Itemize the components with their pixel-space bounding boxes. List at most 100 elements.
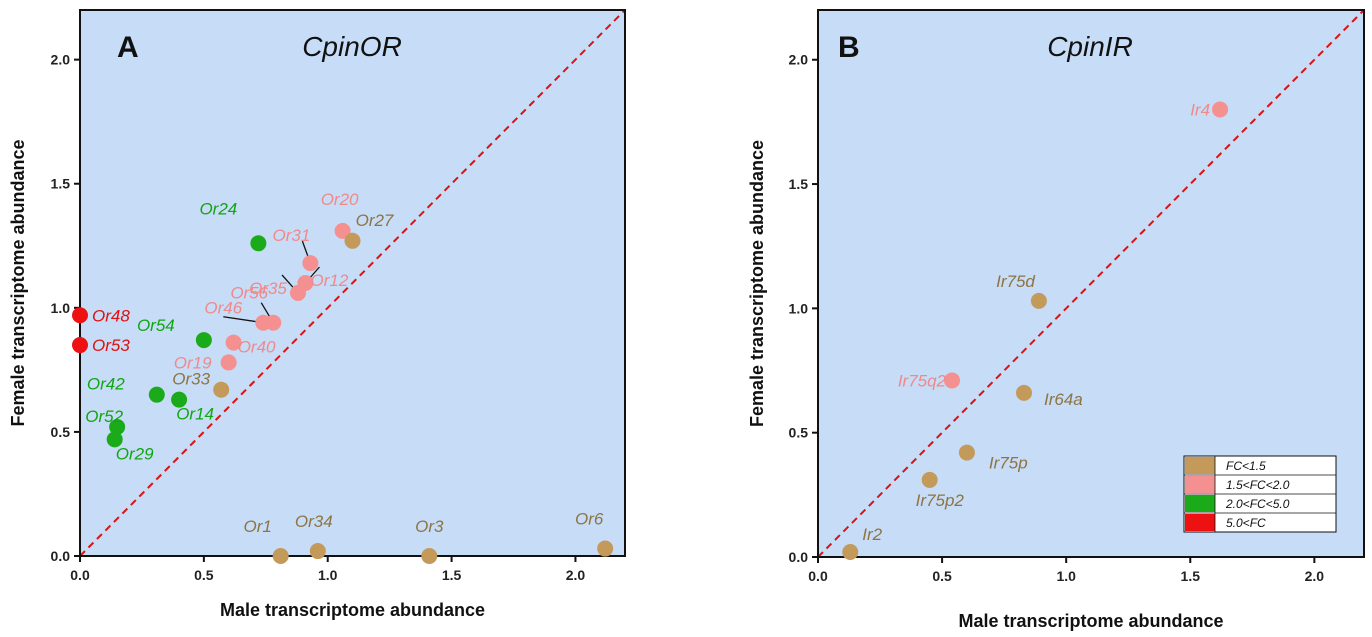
point-label: Or46 [204, 299, 242, 318]
y-tick-label: 0.0 [789, 549, 809, 565]
point-label: Or1 [243, 517, 271, 536]
diagonal-line [817, 9, 1365, 558]
data-point [148, 386, 165, 403]
data-point [1212, 101, 1229, 118]
x-axis-title: Male transcriptome abundance [958, 611, 1223, 631]
y-tick-label: 0.5 [789, 425, 809, 441]
legend-swatch [1185, 514, 1215, 531]
panel-letter: B [838, 31, 860, 64]
point-label: Or14 [176, 405, 214, 424]
point-label: Or40 [238, 338, 276, 357]
data-point [290, 284, 306, 301]
data-point [1030, 292, 1047, 309]
data-point [213, 381, 230, 398]
y-tick-label: 1.5 [789, 176, 809, 192]
data-point [344, 232, 361, 249]
legend-label: 2.0<FC<5.0 [1225, 497, 1290, 511]
data-point [272, 548, 289, 564]
data-point [944, 372, 961, 389]
legend-label: 1.5<FC<2.0 [1226, 478, 1290, 492]
x-tick-label: 1.5 [1181, 568, 1201, 584]
panel-letter: A [117, 31, 139, 64]
legend-swatch [1185, 457, 1215, 474]
point-label: Or27 [356, 211, 394, 230]
point-label: Or29 [116, 444, 154, 463]
point-label: Or24 [199, 199, 237, 218]
y-tick-label: 1.0 [51, 300, 71, 316]
x-tick-label: 0.0 [808, 568, 828, 584]
x-tick-label: 1.5 [442, 567, 462, 583]
plot-frame [79, 9, 626, 557]
data-point [309, 543, 326, 560]
point-label: Or19 [174, 353, 212, 372]
point-label: Or42 [87, 375, 125, 394]
point-label: Or53 [92, 336, 130, 355]
point-label: Ir2 [862, 525, 882, 544]
x-tick-label: 2.0 [1305, 568, 1325, 584]
y-tick-label: 0.0 [51, 548, 71, 564]
x-tick-label: 0.5 [932, 568, 952, 584]
data-point [171, 391, 188, 408]
data-point [302, 255, 319, 272]
data-point [255, 314, 272, 331]
legend-swatch [1185, 495, 1215, 512]
legend-swatch [1185, 476, 1215, 493]
data-point [106, 431, 123, 448]
point-label: Or12 [311, 271, 349, 290]
point-label: Or54 [137, 316, 175, 335]
y-tick-label: 2.0 [789, 52, 809, 68]
data-point [1015, 384, 1032, 401]
point-label: Ir75p [989, 454, 1028, 473]
data-point [958, 444, 975, 461]
data-point [72, 337, 88, 354]
point-label: Or6 [575, 510, 604, 529]
data-point [72, 307, 88, 324]
point-label: Or48 [92, 306, 130, 325]
x-axis-title: Male transcriptome abundance [220, 600, 485, 620]
y-axis-title: Female transcriptome abundance [8, 139, 28, 426]
point-label: Or20 [321, 190, 359, 209]
point-label: Or3 [415, 517, 444, 536]
plot-frame [817, 9, 1365, 558]
point-label: Or52 [85, 407, 123, 426]
point-label: Ir64a [1044, 390, 1083, 409]
point-label: Or34 [295, 512, 333, 531]
y-tick-label: 1.0 [789, 300, 809, 316]
legend-label: 5.0<FC [1226, 516, 1266, 530]
data-point [250, 235, 267, 252]
panel-b: 0.0 0.5 1.0 1.5 2.0 0.0 0.5 1.0 1.5 2.0 Male trans… [747, 9, 1365, 631]
point-label: Or56 [230, 284, 268, 303]
x-tick-label: 1.0 [1056, 568, 1076, 584]
point-label: Or35 [249, 279, 287, 298]
x-tick-label: 1.0 [318, 567, 338, 583]
data-point [195, 332, 212, 349]
point-label: Or31 [272, 226, 310, 245]
data-point [842, 544, 859, 561]
point-label: Ir75p2 [916, 491, 965, 510]
point-label: Ir4 [1190, 100, 1210, 119]
panel-title: CpinOR [302, 31, 402, 62]
y-tick-label: 1.5 [51, 176, 71, 192]
legend-label: FC<1.5 [1226, 459, 1266, 473]
x-tick-label: 0.0 [70, 567, 90, 583]
data-point [421, 548, 438, 564]
data-point [220, 354, 237, 371]
y-tick-label: 2.0 [51, 52, 71, 68]
point-label: Or33 [172, 370, 210, 389]
x-tick-label: 2.0 [566, 567, 586, 583]
data-point [597, 540, 614, 557]
data-point [225, 334, 242, 351]
data-point [334, 222, 351, 239]
panel-a: 0.0 0.5 1.0 1.5 2.0 0.0 0.5 1.0 1.5 2.0 Male trans… [8, 9, 626, 620]
panel-title: CpinIR [1047, 31, 1133, 62]
diagonal-line [79, 9, 626, 557]
point-label: Ir75q2 [898, 371, 947, 390]
point-label: Ir75d [996, 272, 1035, 291]
y-axis-title: Female transcriptome abundance [747, 140, 767, 427]
data-point [921, 471, 938, 488]
y-tick-label: 0.5 [51, 424, 71, 440]
data-point [109, 418, 126, 435]
x-tick-label: 0.5 [194, 567, 214, 583]
legend: FC<1.5 1.5<FC<2.0 2.0<FC<5.0 5.0<FC [1183, 455, 1337, 533]
